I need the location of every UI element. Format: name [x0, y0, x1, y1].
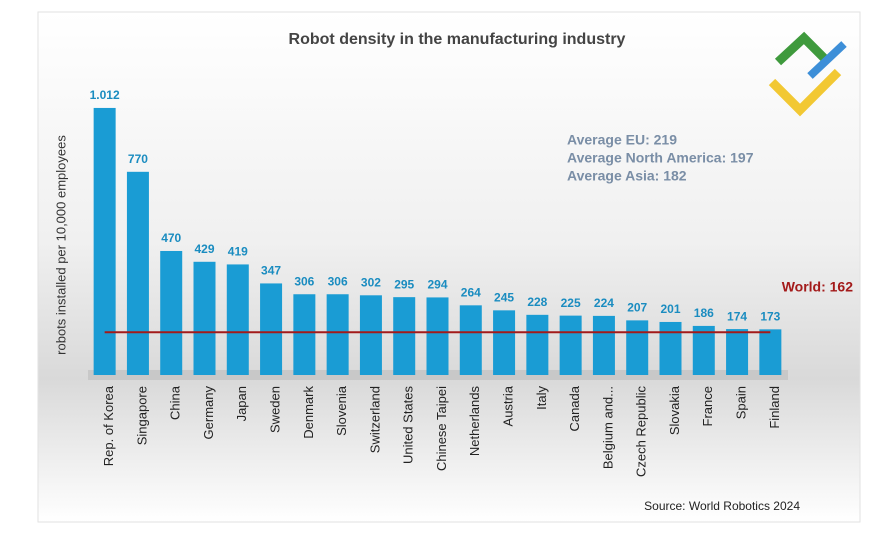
- bar: [193, 261, 216, 375]
- bar: [626, 320, 649, 375]
- bar: [659, 321, 682, 375]
- annotation: Average EU: 219: [567, 132, 677, 148]
- x-tick-label: Japan: [234, 386, 249, 421]
- value-label: 245: [494, 291, 514, 305]
- bar: [93, 107, 116, 375]
- value-label: 207: [627, 301, 647, 315]
- bar: [526, 314, 549, 375]
- x-tick-label: Chinese Taipei: [434, 386, 449, 471]
- value-label: 201: [660, 302, 680, 316]
- value-label: 419: [228, 245, 248, 259]
- value-label: 306: [294, 274, 314, 288]
- value-label: 186: [694, 306, 714, 320]
- x-tick-label: Netherlands: [467, 386, 482, 457]
- x-tick-label: Slovenia: [334, 385, 349, 436]
- x-tick-label: France: [700, 386, 715, 426]
- value-label: 295: [394, 277, 414, 291]
- bar: [226, 264, 249, 375]
- logo: [768, 31, 847, 117]
- bar: [459, 305, 482, 375]
- bar: [759, 329, 782, 375]
- annotation: Average Asia: 182: [567, 168, 687, 184]
- chart-title: Robot density in the manufacturing indus…: [289, 31, 626, 48]
- bar: [359, 295, 382, 375]
- value-label: 770: [128, 152, 148, 166]
- x-tick-label: China: [168, 385, 183, 420]
- x-tick-label: Czech Republic: [634, 386, 649, 478]
- bar: [326, 294, 349, 375]
- bar: [293, 294, 316, 375]
- x-tick-label: Canada: [567, 385, 582, 431]
- x-tick-label: Slovakia: [667, 385, 682, 435]
- reference-label: World: 162: [782, 279, 854, 295]
- bar: [726, 329, 749, 375]
- x-tick-label: Sweden: [268, 386, 283, 433]
- value-label: 224: [594, 296, 614, 310]
- bar: [426, 297, 449, 375]
- value-label: 225: [561, 296, 581, 310]
- x-tick-label: Denmark: [301, 386, 316, 439]
- bar: [393, 297, 416, 375]
- value-label: 347: [261, 264, 281, 278]
- bar: [493, 310, 516, 375]
- bar: [160, 250, 183, 375]
- value-label: 429: [194, 242, 214, 256]
- source: Source: World Robotics 2024: [644, 499, 800, 513]
- x-tick-label: Singapore: [134, 386, 149, 445]
- annotation: Average North America: 197: [567, 150, 754, 166]
- value-label: 306: [328, 274, 348, 288]
- bar: [559, 315, 582, 375]
- value-label: 264: [461, 286, 481, 300]
- value-label: 302: [361, 275, 381, 289]
- value-label: 174: [727, 309, 747, 323]
- value-label: 173: [760, 310, 780, 324]
- bar: [692, 325, 715, 375]
- x-tick-label: Austria: [501, 385, 516, 426]
- bar: [260, 283, 283, 375]
- value-label: 294: [427, 278, 447, 292]
- y-axis-label: robots installed per 10,000 employees: [53, 135, 68, 355]
- x-tick-label: Spain: [734, 386, 749, 419]
- x-tick-label: United States: [401, 386, 416, 465]
- x-tick-label: Belgium and...: [600, 386, 615, 469]
- value-label: 470: [161, 231, 181, 245]
- x-tick-label: Finland: [767, 386, 782, 429]
- x-tick-label: Italy: [534, 386, 549, 410]
- bar: [592, 315, 615, 375]
- value-label: 228: [527, 295, 547, 309]
- bar: [126, 171, 149, 375]
- x-tick-label: Switzerland: [367, 386, 382, 453]
- x-tick-label: Rep. of Korea: [101, 385, 116, 466]
- x-tick-label: Germany: [201, 386, 216, 440]
- value-label: 1.012: [90, 88, 120, 102]
